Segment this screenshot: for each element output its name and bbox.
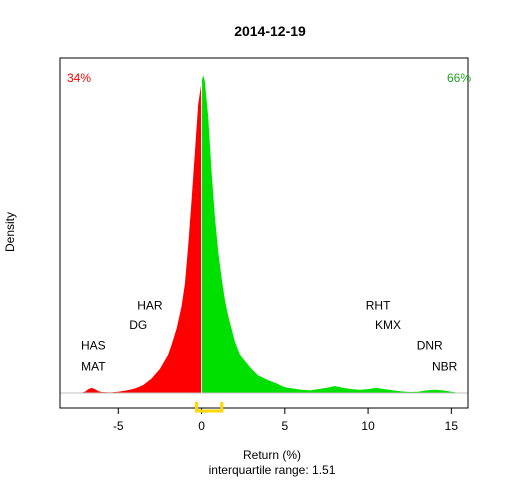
x-tick-label: 5 bbox=[281, 419, 288, 433]
y-axis-label: Density bbox=[3, 212, 17, 252]
annotation-label: HAR bbox=[137, 299, 163, 313]
annotation-label: DG bbox=[129, 318, 147, 332]
positive-share-label: 66% bbox=[447, 71, 471, 85]
negative-density-area bbox=[79, 81, 202, 393]
annotation-label: KMX bbox=[375, 318, 401, 332]
x-tick-label: 10 bbox=[361, 419, 375, 433]
iqr-bracket-line bbox=[195, 402, 224, 413]
annotation-label: MAT bbox=[81, 360, 106, 374]
chart-title: 2014-12-19 bbox=[234, 23, 306, 39]
x-tick-label: 0 bbox=[198, 419, 205, 433]
plot-box bbox=[59, 57, 469, 409]
annotation-label: RHT bbox=[366, 299, 391, 313]
annotation-label: NBR bbox=[432, 360, 458, 374]
annotation-label: HAS bbox=[81, 339, 106, 353]
iqr-bracket bbox=[195, 402, 224, 413]
x-tick-label: -5 bbox=[113, 419, 124, 433]
annotation-label: DNR bbox=[417, 339, 443, 353]
positive-density-area bbox=[201, 75, 460, 394]
x-axis-label: Return (%) bbox=[243, 448, 301, 462]
negative-share-label: 34% bbox=[67, 71, 91, 85]
x-axis: -5 0 5 10 15 bbox=[113, 408, 458, 433]
density-fills bbox=[79, 75, 460, 394]
iqr-subtitle: interquartile range: 1.51 bbox=[209, 463, 336, 477]
x-tick-label: 15 bbox=[445, 419, 459, 433]
ticker-annotations: HAS MAT HAR DG RHT KMX DNR NBR bbox=[81, 299, 458, 374]
